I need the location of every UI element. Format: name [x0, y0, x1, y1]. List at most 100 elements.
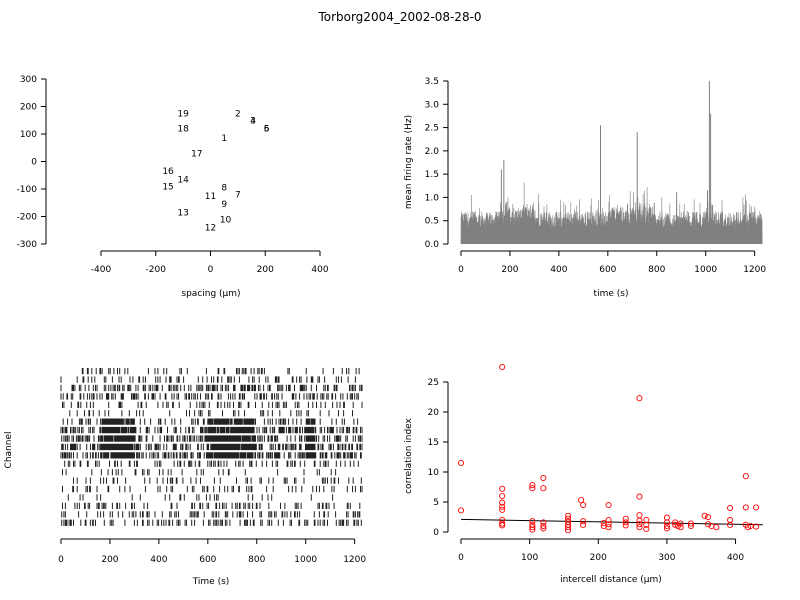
correlation-point	[705, 521, 712, 528]
correlation-point	[565, 524, 572, 531]
electrode-layout-xlabel: spacing (µm)	[181, 289, 240, 299]
correlation-marks	[457, 363, 764, 534]
correlation-point	[499, 485, 506, 492]
correlation-point	[605, 524, 612, 531]
correlation-point	[753, 523, 760, 530]
correlation-point	[742, 504, 749, 511]
correlation-point	[753, 504, 760, 511]
spike-raster-x-tick-label: 600	[199, 555, 216, 565]
raster-channel-row	[73, 477, 362, 484]
electrode-label: 16	[162, 167, 174, 177]
spike-raster-marks	[60, 368, 363, 526]
electrode-label: 17	[191, 149, 202, 159]
correlation-point	[636, 395, 643, 402]
raster-channel-row	[62, 469, 337, 476]
correlation-point	[643, 525, 650, 533]
correlation-point	[499, 503, 506, 510]
firing-rate-y-tick-label: 3.0	[425, 100, 440, 110]
electrode-layout-x-tick-label: 200	[257, 265, 274, 275]
electrode-label: 18	[177, 125, 189, 135]
firing-rate-y-tick-label: 1.0	[425, 193, 440, 203]
raster-channel-row	[62, 418, 359, 425]
electrode-label: 8	[221, 184, 227, 194]
electrode-layout-x-tick-label: 400	[311, 265, 328, 275]
electrode-layout-y-tick-label: 0	[31, 158, 37, 168]
correlation-point	[622, 515, 629, 522]
correlation-point	[499, 522, 506, 529]
electrode-layout-x-tick-label: -200	[146, 265, 167, 275]
correlation-point	[529, 526, 536, 533]
raster-channel-row	[60, 452, 362, 459]
correlation-point	[565, 512, 572, 519]
electrode-label: 3	[250, 116, 256, 126]
firing-rate-y-tick-label: 3.5	[425, 77, 439, 87]
correlation-x-tick-label: 400	[727, 553, 744, 563]
electrode-layout-y-tick-label: 100	[20, 130, 37, 140]
correlation-point	[457, 507, 465, 514]
correlation-y-tick-label: 0	[433, 528, 439, 538]
correlation-point	[744, 524, 751, 531]
correlation-x-tick-label: 0	[458, 553, 464, 563]
correlation-point	[565, 515, 572, 522]
firing-rate-x-tick-label: 1000	[694, 265, 717, 275]
electrode-layout-y-tick-label: -200	[17, 213, 38, 223]
correlation-point	[622, 519, 629, 526]
correlation-point	[636, 517, 643, 524]
electrode-label: 9	[221, 200, 227, 210]
electrode-label: 10	[220, 215, 232, 225]
firing-rate-marks	[460, 81, 763, 245]
correlation-y-tick-label: 5	[433, 498, 439, 508]
raster-channel-row	[60, 384, 363, 392]
spike-raster-xlabel: Time (s)	[192, 577, 230, 587]
correlation-point	[580, 518, 587, 525]
electrode-layout-y-tick-label: -100	[17, 185, 38, 195]
raster-channel-row	[64, 460, 359, 467]
electrode-layout-y-tick-label: 200	[20, 103, 37, 113]
raster-channel-row	[81, 368, 360, 375]
correlation-panel: 0 100 200 300 400 0 5 10 15 20 25 intercell distan…	[404, 363, 764, 585]
correlation-point	[663, 519, 670, 526]
correlation-x-tick-label: 100	[521, 553, 538, 563]
raster-channel-row	[67, 494, 334, 501]
electrode-layout-axes: -400 -200 0 200 400 -300 -200 -100 0 100 200 300	[17, 75, 329, 275]
electrode-label: 12	[205, 224, 216, 234]
firing-rate-x-tick-label: 200	[501, 265, 518, 275]
electrode-label: 19	[177, 109, 189, 119]
correlation-point	[565, 527, 572, 534]
raster-channel-row	[62, 502, 361, 509]
correlation-point	[727, 521, 734, 528]
correlation-point	[457, 459, 465, 467]
correlation-point	[677, 520, 684, 527]
correlation-ylabel: correlation index	[404, 417, 414, 493]
spike-raster-panel: 0 200 400 600 800 1000 1200 Time (s) Channel	[4, 368, 366, 587]
firing-rate-x-tick-label: 1200	[743, 265, 766, 275]
raster-channel-row	[61, 435, 363, 442]
correlation-point	[605, 521, 612, 528]
spike-raster-x-tick-label: 400	[150, 555, 167, 565]
correlation-axes: 0 100 200 300 400 0 5 10 15 20 25	[428, 378, 745, 563]
correlation-point	[622, 522, 629, 529]
spike-raster-x-tick-label: 1000	[294, 555, 317, 565]
spike-raster-x-tick-label: 200	[101, 555, 118, 565]
correlation-x-tick-label: 200	[590, 553, 607, 563]
correlation-point	[529, 518, 536, 525]
raster-channel-row	[62, 485, 363, 493]
correlation-point	[742, 473, 749, 480]
raster-channel-row	[62, 401, 363, 408]
correlation-y-tick-label: 15	[428, 438, 439, 448]
correlation-point	[499, 499, 506, 506]
correlation-point	[643, 521, 650, 528]
raster-channel-row	[60, 426, 363, 434]
correlation-point	[701, 512, 708, 519]
raster-channel-row	[61, 511, 361, 518]
raster-channel-row	[60, 393, 359, 400]
firing-rate-x-tick-label: 0	[458, 265, 464, 275]
correlation-point	[687, 520, 694, 527]
correlation-fit-line	[460, 518, 764, 526]
correlation-point	[636, 524, 643, 531]
correlation-y-tick-label: 10	[428, 468, 440, 478]
spike-raster-ylabel: Channel	[4, 432, 14, 469]
figure-title: Torborg2004_2002-08-28-0	[318, 10, 482, 24]
